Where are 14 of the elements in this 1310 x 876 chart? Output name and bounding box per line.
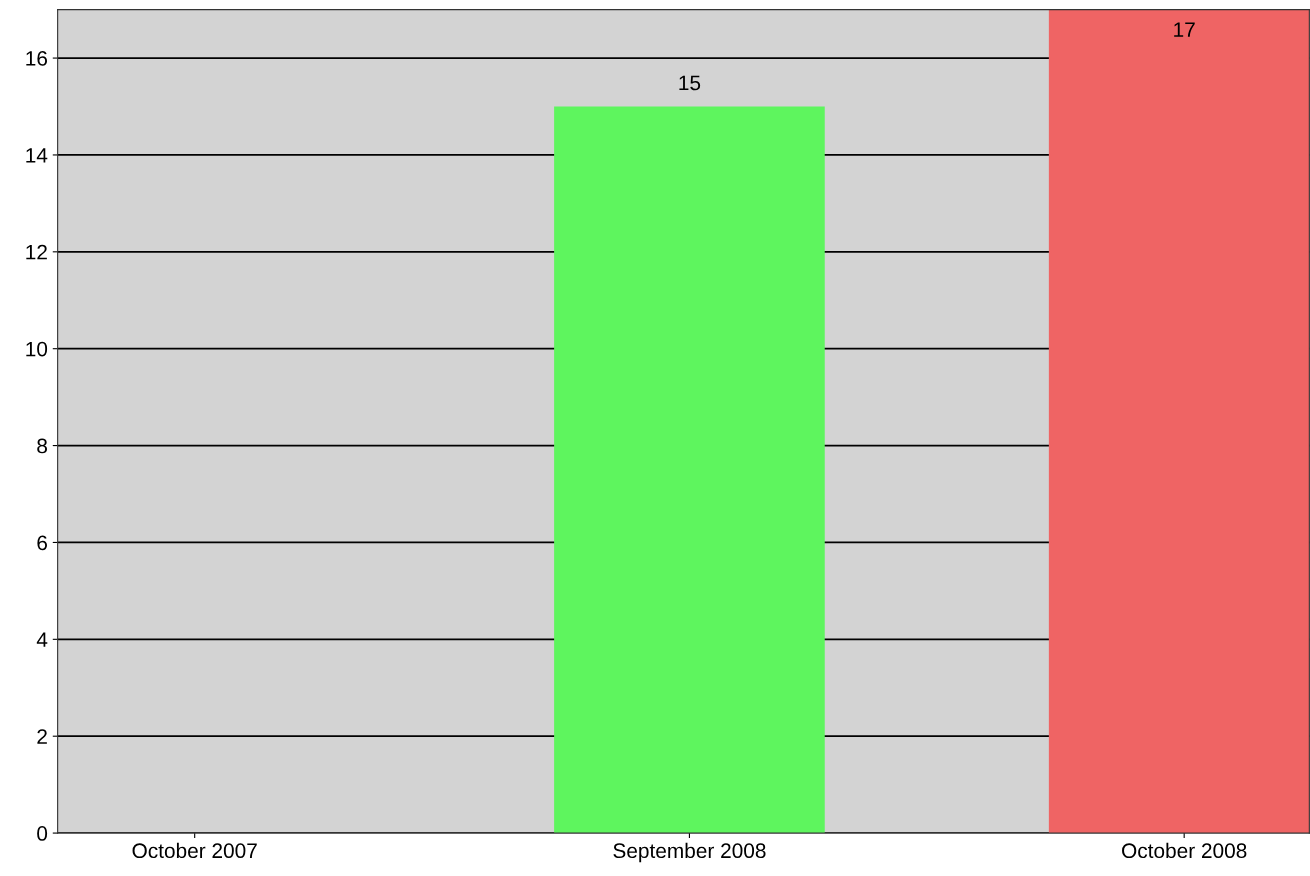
- data-label: 15: [679, 75, 701, 91]
- y-tick-label: 0: [37, 826, 48, 841]
- y-tick-label: 4: [36, 632, 48, 647]
- y-tick-label: 16: [26, 51, 47, 66]
- y-tick-label: 8: [37, 438, 48, 454]
- y-tick-label: 10: [26, 341, 48, 357]
- x-tick-label: October 2008: [1122, 842, 1247, 859]
- data-label: 17: [1174, 22, 1195, 37]
- y-tick-label: 14: [26, 148, 48, 163]
- x-tick-label: October 2007: [132, 842, 257, 859]
- y-tick-label: 12: [26, 244, 47, 260]
- y-tick-label: 2: [37, 729, 47, 744]
- x-tick-label: September 2008: [613, 842, 766, 863]
- y-tick-label: 6: [37, 535, 47, 551]
